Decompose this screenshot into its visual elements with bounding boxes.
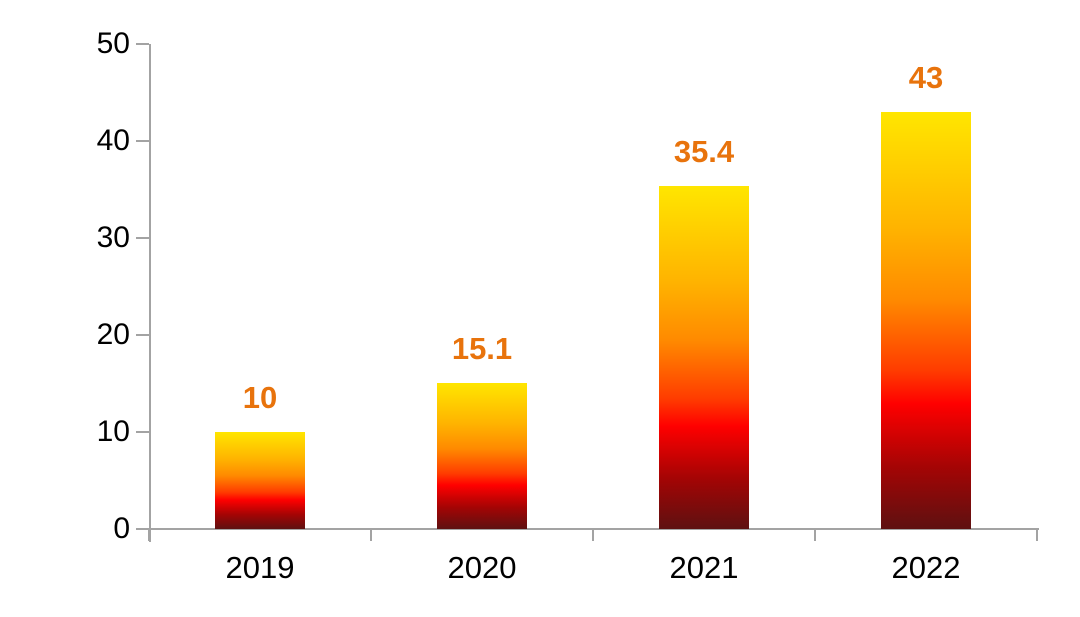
bar (881, 111, 971, 529)
bar (215, 432, 305, 529)
y-tick-label: 50 (96, 27, 130, 60)
x-tick (370, 529, 372, 541)
bar-data-label: 43 (908, 59, 944, 95)
y-tick-label: 10 (96, 415, 130, 448)
x-tick-label: 2021 (669, 550, 739, 585)
y-tick-label: 30 (96, 221, 130, 254)
y-tick (136, 140, 149, 142)
y-tick (136, 43, 149, 45)
x-tick-label: 2020 (447, 550, 517, 585)
y-tick-label: 20 (96, 318, 130, 351)
x-tick-label: 2022 (891, 550, 961, 585)
x-tick (148, 529, 150, 541)
y-tick (136, 334, 149, 336)
y-tick (136, 237, 149, 239)
x-axis-line (149, 528, 1039, 530)
y-tick-label: 0 (113, 512, 130, 545)
y-axis-line (149, 44, 151, 542)
bar-data-label: 15.1 (451, 330, 513, 366)
x-tick-label: 2019 (225, 550, 295, 585)
bar-data-label: 10 (242, 380, 278, 415)
x-tick (592, 529, 594, 541)
bar (659, 185, 749, 529)
y-tick (136, 431, 149, 433)
x-tick (814, 529, 816, 541)
bar-data-label: 35.4 (673, 133, 735, 169)
x-tick (1036, 529, 1038, 541)
y-tick-label: 40 (96, 124, 130, 157)
y-tick (136, 528, 149, 530)
bar (437, 382, 527, 529)
